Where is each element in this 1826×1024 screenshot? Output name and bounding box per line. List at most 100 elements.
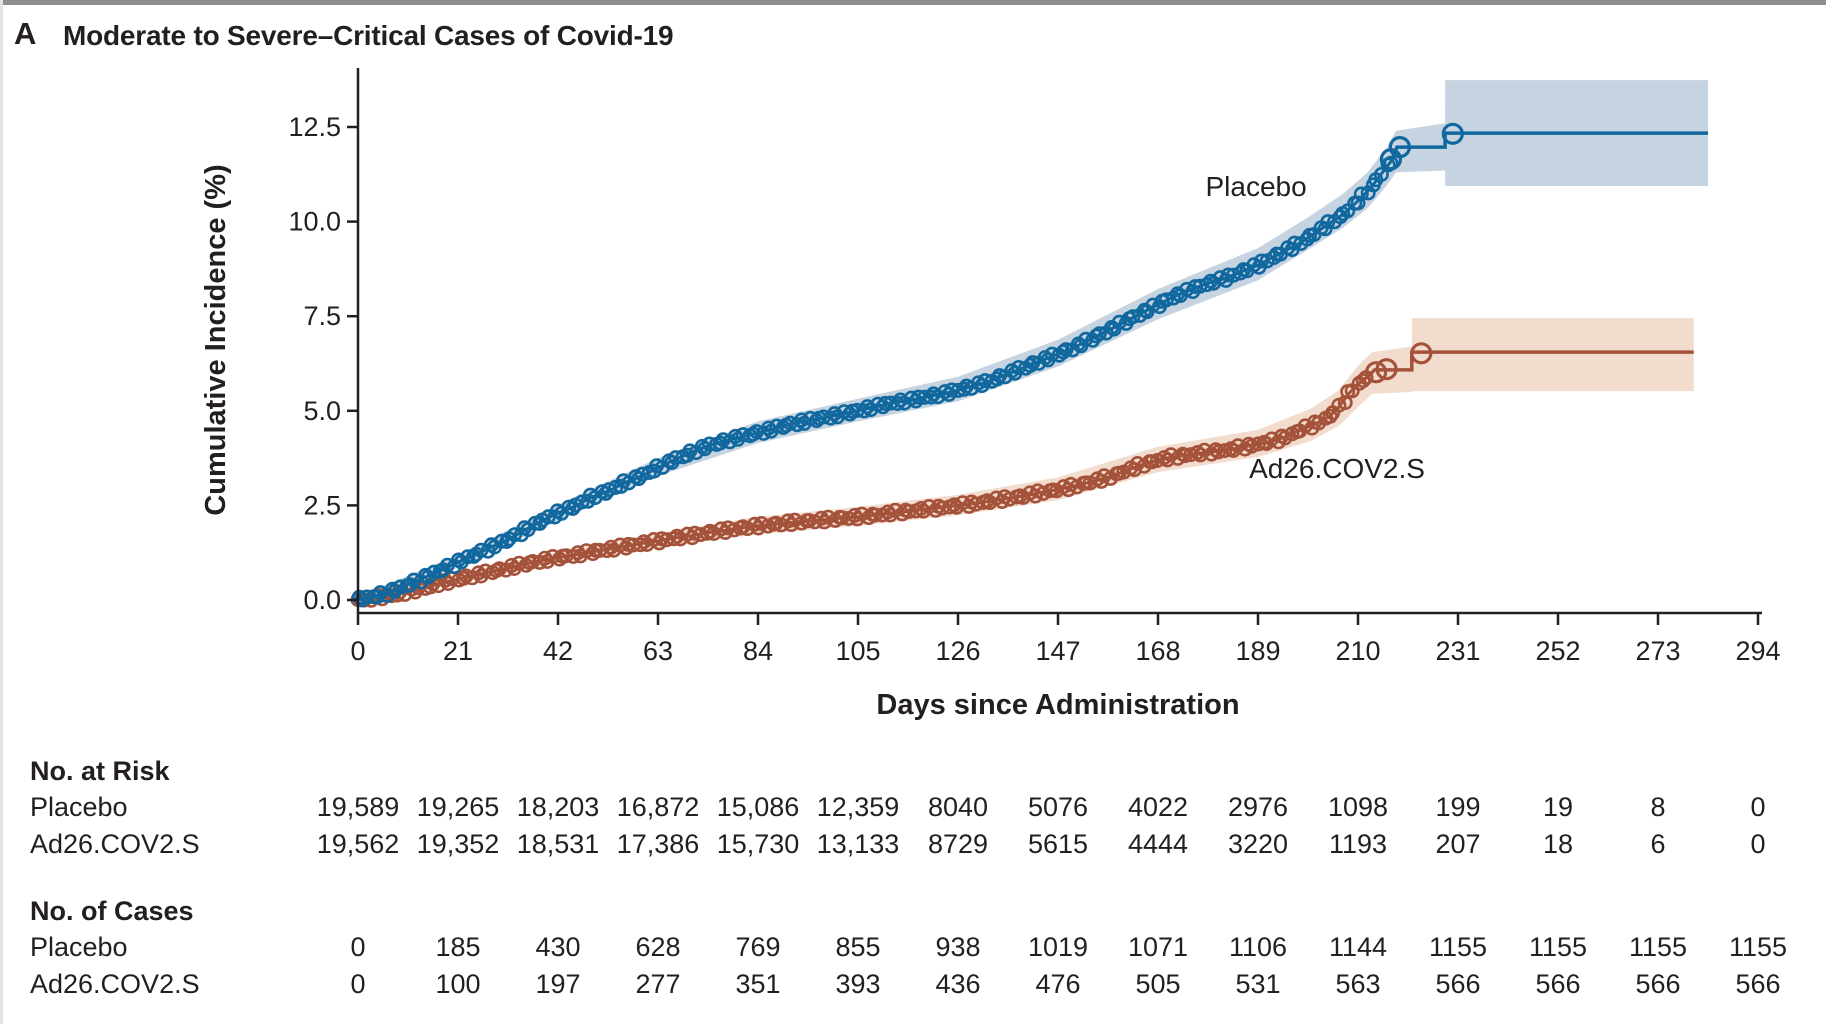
- curve-marker: [570, 545, 586, 561]
- table-cell: 769: [735, 932, 781, 962]
- table-cell: 566: [1635, 969, 1681, 999]
- censor-circle: [1364, 361, 1388, 384]
- risk-table-heading: No. at Risk: [30, 756, 170, 786]
- x-tick-label: 273: [1635, 636, 1680, 666]
- row-label: Placebo: [30, 792, 128, 822]
- curve-marker: [460, 549, 476, 565]
- table-cell: 18,531: [516, 829, 600, 859]
- table-cell: 1155: [1628, 932, 1688, 962]
- table-cell: 15,086: [716, 792, 800, 822]
- curve-marker: [859, 399, 875, 415]
- x-axis-title: Days since Administration: [876, 689, 1239, 721]
- table-cell: 505: [1135, 969, 1181, 999]
- table-cell: 100: [435, 969, 481, 999]
- y-tick-label: 10.0: [288, 207, 341, 237]
- table-cell: 16,872: [616, 792, 700, 822]
- table-cell: 566: [1435, 969, 1481, 999]
- cases-table-heading: No. of Cases: [30, 896, 194, 926]
- curve-marker: [701, 436, 717, 452]
- curve-marker: [1190, 444, 1206, 460]
- curve-marker: [1125, 309, 1141, 325]
- curve-marker: [880, 504, 896, 520]
- table-cell: 5076: [1027, 792, 1089, 822]
- table-cell: 277: [635, 969, 681, 999]
- curve-marker: [992, 368, 1008, 384]
- curve-marker: [1022, 357, 1038, 373]
- table-cell: 0: [1750, 792, 1766, 822]
- table-cell: 436: [935, 969, 981, 999]
- y-tick-label: 0.0: [303, 585, 341, 615]
- table-cell: 19,562: [316, 829, 400, 859]
- curve-marker: [1183, 447, 1199, 463]
- left-divider: [0, 0, 3, 1024]
- censor-circle: [1388, 136, 1412, 159]
- table-cell: 19,352: [416, 829, 500, 859]
- x-tick-label: 105: [835, 636, 880, 666]
- curve-marker: [694, 438, 710, 454]
- curve-marker: [760, 420, 776, 436]
- curve-marker: [470, 565, 486, 581]
- curve-marker: [946, 497, 962, 513]
- curve-marker: [1058, 342, 1074, 358]
- placebo-curve: [351, 122, 1708, 608]
- row-label: Placebo: [30, 932, 128, 962]
- curve-marker: [890, 395, 906, 411]
- censor-circle: [1441, 122, 1464, 145]
- x-tick-label: 231: [1435, 636, 1480, 666]
- curve-marker: [894, 506, 910, 522]
- table-cell: 628: [635, 932, 681, 962]
- curve-marker: [769, 418, 785, 434]
- table-cell: 1106: [1228, 932, 1288, 962]
- table-cell: 8729: [927, 829, 989, 859]
- curve-marker: [511, 555, 527, 571]
- curve-marker: [1317, 221, 1333, 237]
- curve-marker: [1204, 446, 1220, 462]
- curve-marker: [1232, 265, 1248, 281]
- y-axis-title: Cumulative Incidence (%): [200, 164, 232, 515]
- table-cell: 18,203: [516, 792, 600, 822]
- table-cell: 13,133: [816, 829, 900, 859]
- curve-marker: [603, 539, 619, 555]
- table-cell: 207: [1435, 829, 1481, 859]
- table-cell: 6: [1650, 829, 1666, 859]
- curve-marker: [632, 537, 648, 553]
- x-tick-label: 147: [1035, 636, 1080, 666]
- curve-marker: [923, 389, 939, 405]
- curve-marker: [1350, 195, 1366, 211]
- y-tick-label: 7.5: [303, 301, 341, 331]
- curve-marker: [827, 406, 843, 422]
- curve-marker: [351, 589, 367, 605]
- table-cell: 8: [1650, 792, 1666, 822]
- table-cell: 938: [935, 932, 981, 962]
- table-cell: 855: [835, 932, 881, 962]
- confidence-bands: [358, 80, 1708, 601]
- curve-marker: [861, 510, 877, 526]
- curve-marker: [666, 531, 682, 547]
- curve-marker: [1373, 167, 1389, 183]
- x-tick-label: 189: [1235, 636, 1280, 666]
- ad26-cov2-s-label: Ad26.COV2.S: [1249, 453, 1425, 484]
- x-tick-label: 63: [643, 636, 673, 666]
- curve-marker: [527, 515, 543, 531]
- table-cell: 1155: [1728, 932, 1788, 962]
- table-cell: 4444: [1127, 829, 1189, 859]
- curve-marker: [1025, 355, 1041, 371]
- table-cell: 15,730: [716, 829, 800, 859]
- curve-marker: [507, 527, 523, 543]
- top-divider: [0, 0, 1826, 5]
- table-cell: 1019: [1027, 932, 1089, 962]
- figure-title: Moderate to Severe–Critical Cases of Cov…: [63, 20, 674, 51]
- y-tick-label: 5.0: [303, 396, 341, 426]
- curve-marker: [842, 406, 858, 422]
- table-cell: 18: [1542, 829, 1574, 859]
- curve-marker: [384, 581, 400, 597]
- table-cell: 8040: [927, 792, 989, 822]
- row-label: Ad26.COV2.S: [30, 829, 200, 859]
- table-cell: 3220: [1227, 829, 1289, 859]
- x-tick-label: 126: [935, 636, 980, 666]
- curve-marker: [682, 443, 698, 459]
- table-cell: 1071: [1127, 932, 1189, 962]
- table-cell: 197: [535, 969, 581, 999]
- curve-marker: [1145, 297, 1161, 313]
